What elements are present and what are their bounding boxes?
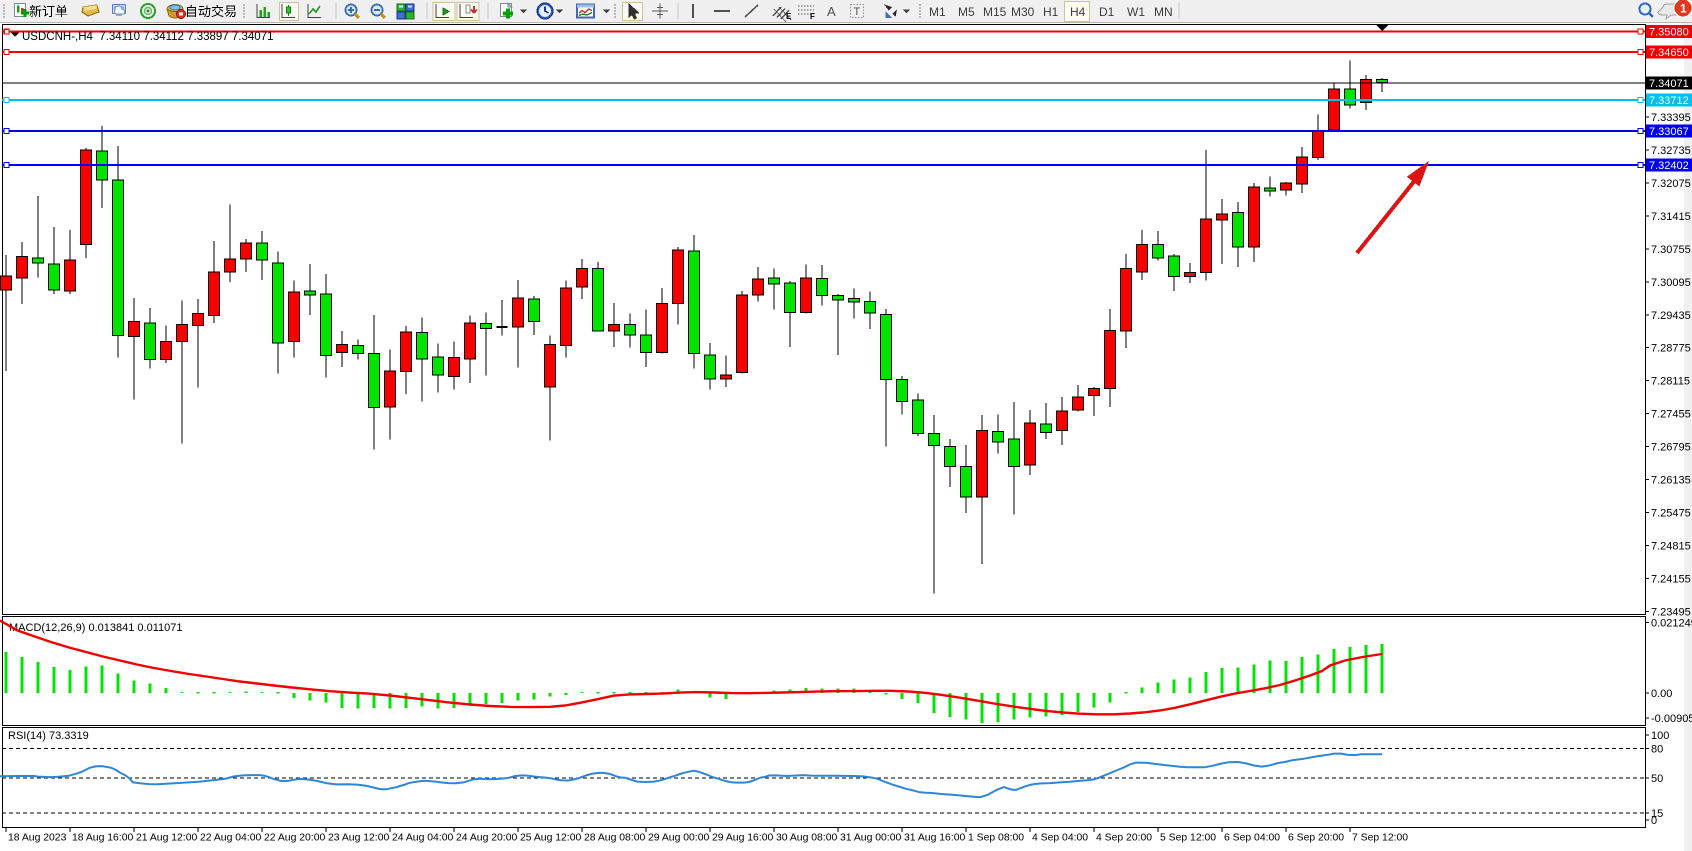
svg-text:23 Aug 12:00: 23 Aug 12:00 (328, 833, 389, 844)
svg-text:24 Aug 04:00: 24 Aug 04:00 (392, 833, 453, 844)
svg-text:7.28115: 7.28115 (1651, 376, 1690, 388)
svg-text:H1: H1 (1043, 5, 1059, 19)
svg-text:6 Sep 04:00: 6 Sep 04:00 (1224, 833, 1280, 844)
svg-text:7.23495: 7.23495 (1651, 607, 1691, 619)
svg-text:15: 15 (1651, 808, 1663, 820)
svg-text:7.30755: 7.30755 (1651, 244, 1691, 256)
svg-text:4 Sep 04:00: 4 Sep 04:00 (1032, 833, 1088, 844)
svg-text:0.021249: 0.021249 (1651, 618, 1692, 630)
svg-text:7.32402: 7.32402 (1649, 160, 1689, 172)
svg-text:7.26135: 7.26135 (1651, 475, 1691, 487)
svg-text:1 Sep 08:00: 1 Sep 08:00 (968, 833, 1024, 844)
svg-text:0.00: 0.00 (1651, 688, 1672, 700)
svg-text:MN: MN (1154, 5, 1173, 19)
svg-text:MACD(12,26,9) 0.013841 0.01107: MACD(12,26,9) 0.013841 0.011071 (9, 622, 182, 634)
svg-text:1: 1 (1680, 2, 1687, 16)
svg-text:7.33067: 7.33067 (1649, 126, 1689, 138)
svg-text:29 Aug 16:00: 29 Aug 16:00 (712, 833, 773, 844)
svg-text:30 Aug 08:00: 30 Aug 08:00 (776, 833, 837, 844)
svg-text:7.26795: 7.26795 (1651, 442, 1691, 454)
svg-text:W1: W1 (1127, 5, 1145, 19)
svg-text:7.35080: 7.35080 (1649, 27, 1689, 39)
svg-text:28 Aug 08:00: 28 Aug 08:00 (584, 833, 645, 844)
svg-text:24 Aug 20:00: 24 Aug 20:00 (456, 833, 517, 844)
svg-text:31 Aug 16:00: 31 Aug 16:00 (904, 833, 965, 844)
svg-text:50: 50 (1651, 773, 1663, 785)
svg-text:7.24155: 7.24155 (1651, 574, 1691, 586)
svg-text:7.33712: 7.33712 (1649, 95, 1689, 107)
svg-text:7.29435: 7.29435 (1651, 310, 1691, 322)
svg-text:-0.009058: -0.009058 (1651, 713, 1692, 725)
svg-text:7.33395: 7.33395 (1651, 112, 1691, 124)
svg-text:0: 0 (1651, 815, 1657, 827)
svg-text:18 Aug 16:00: 18 Aug 16:00 (72, 833, 133, 844)
svg-text:F: F (810, 12, 815, 21)
svg-text:22 Aug 04:00: 22 Aug 04:00 (200, 833, 261, 844)
svg-text:A: A (827, 4, 836, 19)
svg-text:M5: M5 (958, 5, 975, 19)
svg-text:7.32075: 7.32075 (1651, 178, 1691, 190)
svg-text:18 Aug 2023: 18 Aug 2023 (8, 833, 67, 844)
svg-text:4 Sep 20:00: 4 Sep 20:00 (1096, 833, 1152, 844)
svg-text:100: 100 (1651, 730, 1669, 742)
svg-text:7 Sep 12:00: 7 Sep 12:00 (1352, 833, 1408, 844)
svg-text:22 Aug 20:00: 22 Aug 20:00 (264, 833, 325, 844)
svg-text:H4: H4 (1070, 5, 1086, 19)
svg-text:7.27455: 7.27455 (1651, 409, 1691, 421)
svg-text:7.34650: 7.34650 (1649, 47, 1689, 59)
svg-text:7.25475: 7.25475 (1651, 508, 1691, 520)
svg-text:RSI(14) 73.3319: RSI(14) 73.3319 (8, 730, 89, 742)
svg-text:6 Sep 20:00: 6 Sep 20:00 (1288, 833, 1344, 844)
svg-text:7.28775: 7.28775 (1651, 343, 1691, 355)
svg-text:7.24815: 7.24815 (1651, 541, 1691, 553)
svg-text:25 Aug 12:00: 25 Aug 12:00 (520, 833, 581, 844)
svg-text:31 Aug 00:00: 31 Aug 00:00 (840, 833, 901, 844)
svg-text:E: E (786, 12, 792, 21)
svg-text:7.30095: 7.30095 (1651, 277, 1691, 289)
svg-text:5 Sep 12:00: 5 Sep 12:00 (1160, 833, 1216, 844)
svg-text:29 Aug 00:00: 29 Aug 00:00 (648, 833, 709, 844)
svg-text:M15: M15 (983, 5, 1007, 19)
svg-text:USDCNH-,H4 7.34110 7.34112 7.: USDCNH-,H4 7.34110 7.34112 7.33897 7.340… (22, 31, 273, 43)
svg-text:D1: D1 (1099, 5, 1115, 19)
svg-text:80: 80 (1651, 743, 1663, 755)
svg-text:M1: M1 (929, 5, 946, 19)
svg-text:7.34071: 7.34071 (1649, 78, 1689, 90)
svg-text:7.32735: 7.32735 (1651, 145, 1691, 157)
svg-text:T: T (854, 6, 861, 18)
svg-text:21 Aug 12:00: 21 Aug 12:00 (136, 833, 197, 844)
svg-text:7.31415: 7.31415 (1651, 211, 1691, 223)
svg-text:M30: M30 (1011, 5, 1035, 19)
